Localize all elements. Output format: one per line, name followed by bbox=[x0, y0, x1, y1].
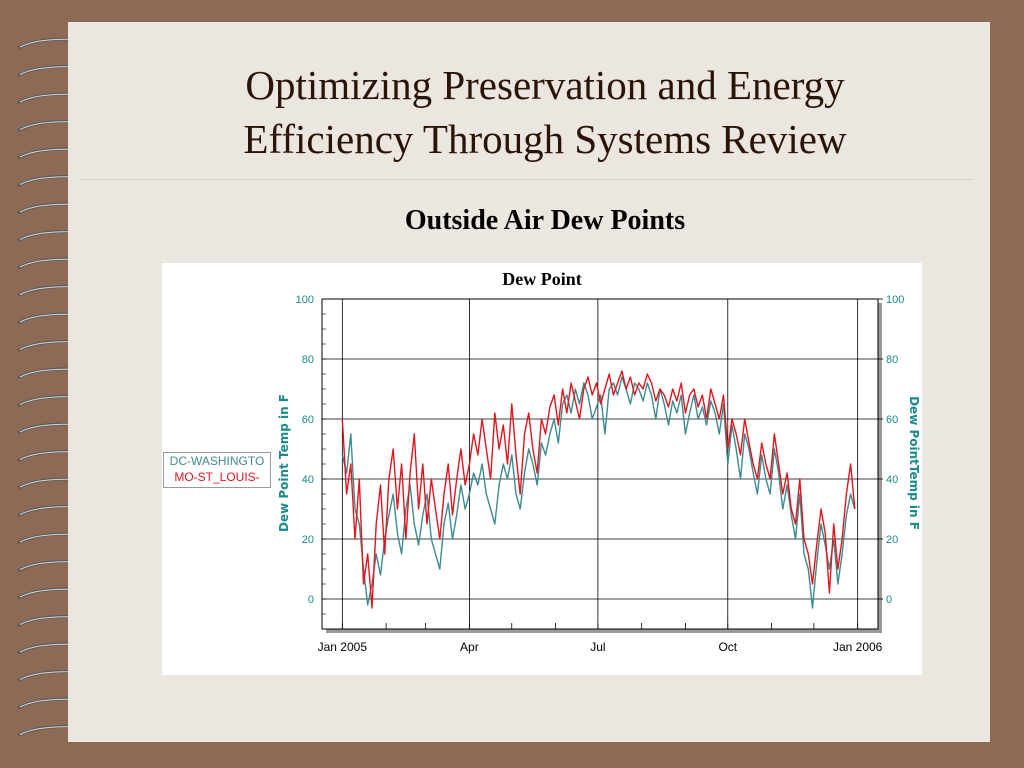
y-tick-label-right: 80 bbox=[886, 354, 898, 366]
slide-subtitle: Outside Air Dew Points bbox=[404, 205, 686, 236]
x-tick-label: Apr bbox=[460, 640, 479, 654]
y-tick-label-left: 100 bbox=[296, 294, 314, 306]
chart-legend: DC-WASHINGTO MO-ST_LOUIS- bbox=[163, 452, 271, 488]
y-tick-label-right: 40 bbox=[886, 474, 898, 486]
y-tick-label-right: 0 bbox=[886, 594, 892, 606]
y-tick-label-right: 100 bbox=[886, 294, 904, 306]
y-tick-label-left: 80 bbox=[302, 354, 314, 366]
slide-title: Optimizing Preservation and Energy Effic… bbox=[140, 58, 950, 166]
y-tick-label-left: 40 bbox=[302, 474, 314, 486]
x-tick-label: Jan 2006 bbox=[833, 640, 883, 654]
plot-frame bbox=[321, 298, 879, 630]
y-tick-label-right: 20 bbox=[886, 534, 898, 546]
chart-title: Dew Point bbox=[502, 269, 582, 289]
series-line-washington bbox=[341, 376, 856, 609]
legend-entry-washington: DC-WASHINGTO bbox=[169, 454, 265, 468]
y-axis-label-right: Dew PointTemp in F bbox=[907, 396, 921, 530]
y-tick-label-right: 60 bbox=[886, 414, 898, 426]
chart-panel: Dew Point 0 0 20 20 40 40 60 60 80 80 100 100 Jan 20… bbox=[162, 263, 922, 675]
dew-point-chart: Dew Point 0 0 20 20 40 40 60 60 80 80 100 100 Jan 20… bbox=[277, 269, 921, 654]
x-tick-label: Oct bbox=[718, 640, 737, 654]
title-divider bbox=[80, 179, 972, 180]
y-axis-label-left: Dew Point Temp in F bbox=[277, 394, 291, 532]
y-tick-label-left: 20 bbox=[302, 534, 314, 546]
slide-title-line-1: Optimizing Preservation and Energy bbox=[245, 62, 845, 108]
slide-title-line-2: Efficiency Through Systems Review bbox=[243, 116, 847, 162]
x-tick-label: Jul bbox=[590, 640, 605, 654]
y-tick-label-left: 0 bbox=[308, 594, 314, 606]
y-tick-label-left: 60 bbox=[302, 414, 314, 426]
series-line-st-louis bbox=[341, 370, 856, 609]
x-tick-label: Jan 2005 bbox=[318, 640, 368, 654]
legend-entry-st-louis: MO-ST_LOUIS- bbox=[174, 470, 260, 484]
